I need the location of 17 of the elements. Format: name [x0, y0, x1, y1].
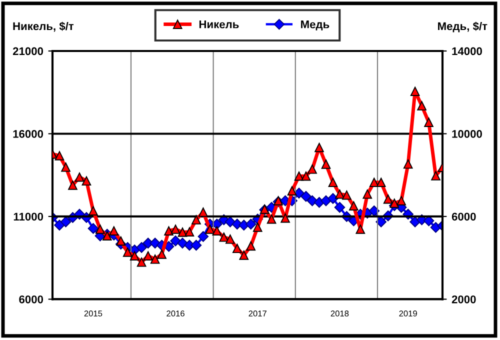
x-tick-label: 2015: [84, 310, 102, 316]
x-tick-label: 2016: [166, 310, 184, 316]
y2-tick-label: 6000: [452, 212, 476, 221]
y-tick-label: 11000: [14, 212, 44, 221]
x-tick-label: 2017: [248, 310, 266, 316]
legend-label: Медь: [301, 20, 330, 30]
y-tick-label: 21000: [12, 47, 44, 56]
x-tick-label: 2018: [330, 310, 349, 316]
y2-tick-label: 10000: [452, 130, 482, 138]
y2-tick-label: 2000: [452, 295, 476, 304]
x-tick-label: 2019: [399, 310, 417, 316]
y-tick-label: 6000: [19, 295, 44, 304]
y-axis-title: Никель, $/т: [13, 22, 74, 32]
legend-label: Никель: [199, 20, 239, 28]
y-tick-label: 16000: [13, 130, 44, 138]
y2-tick-label: 14000: [452, 47, 482, 56]
y2-axis-title: Медь, $/т: [438, 22, 488, 32]
